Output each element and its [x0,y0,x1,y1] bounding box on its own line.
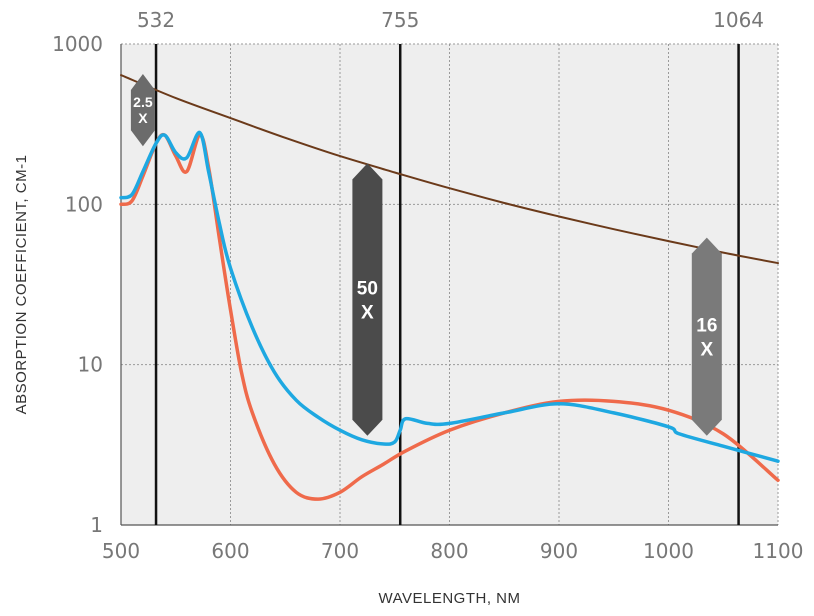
data-series [119,74,780,501]
y-tick-labels: 1 10 100 1000 [52,32,103,537]
grid-lines [120,43,779,526]
x-tick-labels: 500 600 700 800 900 1000 1100 [102,539,804,563]
x-tick-label: 900 [540,539,578,563]
x-tick-label: 1000 [643,539,694,563]
marker-label-532: 532 [137,8,175,32]
x-tick-label: 1100 [753,539,804,563]
badge-label-top: 16 [696,315,717,336]
y-tick-label: 1 [90,513,103,537]
y-tick-label: 10 [78,353,103,377]
x-tick-label: 700 [321,539,359,563]
badge-label-top: 2.5 [133,94,153,110]
marker-labels: 532 755 1064 [137,8,764,32]
badge-16x [691,237,722,436]
marker-label-755: 755 [381,8,419,32]
y-axis-label: ABSORPTION COEFFICIENT, CM-1 [13,155,30,415]
x-tick-label: 600 [211,539,249,563]
badge-label-bottom: X [700,339,713,360]
y-tick-label: 100 [65,192,103,216]
y-tick-label: 1000 [52,32,103,56]
x-tick-label: 500 [102,539,140,563]
series-line-brown [120,74,779,265]
marker-label-1064: 1064 [713,8,764,32]
badge-label-top: 50 [357,278,378,299]
badge-label-bottom: X [138,110,148,126]
badge-2.5x [130,74,155,147]
x-axis-label: WAVELENGTH, NM [378,590,520,607]
series-line-blue [119,130,780,463]
x-tick-label: 800 [430,539,468,563]
badge-50x [352,163,383,436]
badge-label-bottom: X [361,302,374,323]
